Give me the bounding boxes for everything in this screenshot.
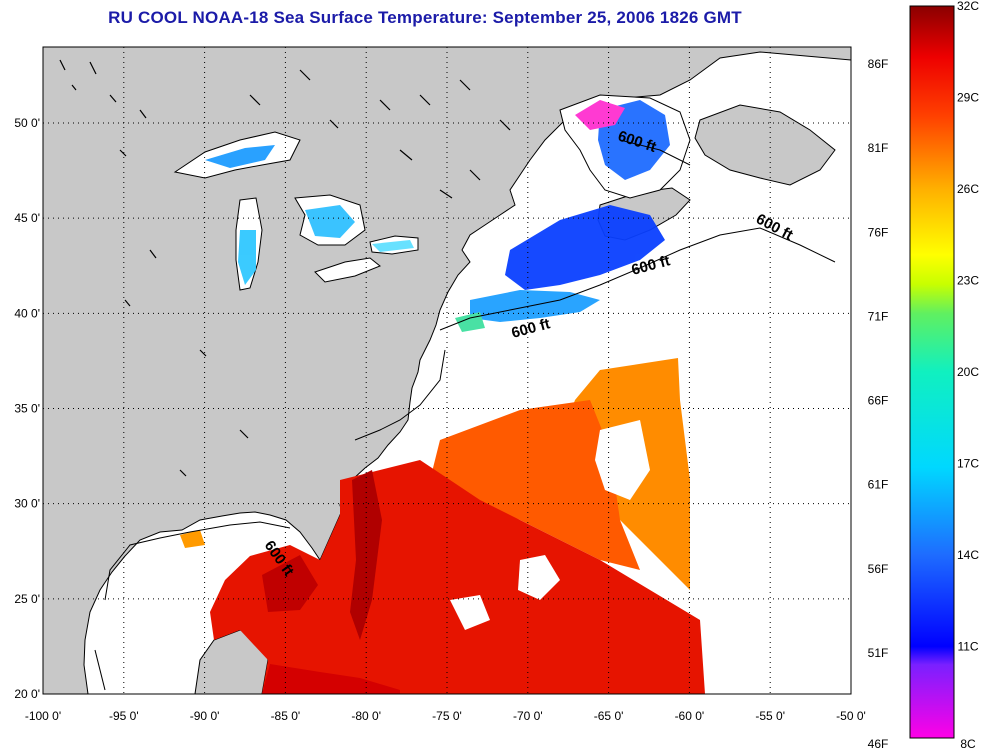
colorbar-c-label: 17C (957, 457, 979, 471)
longitude-tick-label: -60 0' (675, 709, 705, 723)
colorbar-f-label: 66F (868, 394, 889, 408)
latitude-tick-label: 30 0' (14, 497, 40, 511)
colorbar-c-label: 8C (960, 737, 976, 751)
colorbar-f-label: 81F (868, 141, 889, 155)
colorbar-c-label: 32C (957, 0, 979, 13)
longitude-tick-label: -100 0' (25, 709, 61, 723)
depth-contour-600ft (94, 139, 836, 691)
latitude-tick-label: 20 0' (14, 687, 40, 701)
colorbar-f-label: 76F (868, 225, 889, 239)
colorbar-fahrenheit-labels: 86F 81F 76F 71F 66F 61F 56F 51F 46F (868, 57, 889, 751)
latitude-tick-label: 40 0' (14, 306, 40, 320)
sst-warm-field (180, 358, 705, 694)
longitude-tick-label: -50 0' (836, 709, 866, 723)
colorbar-f-label: 86F (868, 57, 889, 71)
latitude-tick-label: 50 0' (14, 116, 40, 130)
colorbar-f-label: 56F (868, 562, 889, 576)
latitude-tick-label: 35 0' (14, 402, 40, 416)
colorbar-c-label: 26C (957, 182, 979, 196)
colorbar (909, 5, 955, 739)
latitude-ticks: 50 0' 45 0' 40 0' 35 0' 30 0' 25 0' 20 0' (14, 116, 40, 701)
coastline-details (59, 59, 511, 477)
latitude-tick-label: 45 0' (14, 211, 40, 225)
longitude-tick-label: -80 0' (351, 709, 381, 723)
colorbar-c-label: 29C (957, 91, 979, 105)
lake-erie (314, 257, 381, 283)
colorbar-f-label: 71F (868, 309, 889, 323)
longitude-tick-label: -95 0' (109, 709, 139, 723)
land-newfoundland (694, 104, 836, 186)
longitude-tick-label: -85 0' (271, 709, 301, 723)
colorbar-f-label: 46F (868, 737, 889, 751)
colorbar-c-label: 23C (957, 274, 979, 288)
longitude-tick-label: -65 0' (594, 709, 624, 723)
longitude-tick-label: -70 0' (513, 709, 543, 723)
map-title: RU COOL NOAA-18 Sea Surface Temperature:… (108, 8, 742, 27)
longitude-ticks: -100 0' -95 0' -90 0' -85 0' -80 0' -75 0' -70… (25, 709, 866, 723)
colorbar-f-label: 51F (868, 646, 889, 660)
colorbar-c-label: 11C (957, 640, 978, 654)
longitude-tick-label: -75 0' (432, 709, 462, 723)
colorbar-c-label: 20C (957, 365, 979, 379)
colorbar-f-label: 61F (868, 478, 889, 492)
colorbar-celsius-labels: 32C 29C 26C 23C 20C 17C 14C 11C 8C (957, 0, 979, 751)
colorbar-c-label: 14C (957, 548, 979, 562)
longitude-tick-label: -90 0' (190, 709, 220, 723)
longitude-tick-label: -55 0' (755, 709, 785, 723)
latitude-tick-label: 25 0' (14, 592, 40, 606)
